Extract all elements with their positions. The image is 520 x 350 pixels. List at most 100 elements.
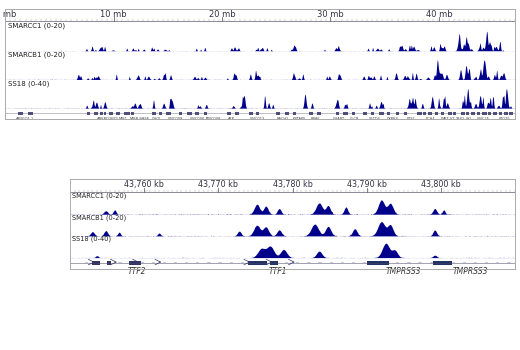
Text: 10 mb: 10 mb — [100, 10, 127, 19]
Bar — [504, 112, 508, 115]
Bar — [404, 112, 408, 115]
Bar — [285, 112, 289, 115]
Bar — [428, 112, 433, 115]
Text: SETD4: SETD4 — [369, 117, 380, 121]
Bar — [363, 112, 367, 115]
Text: LINC25: LINC25 — [477, 117, 490, 121]
Text: 43,780 kb: 43,780 kb — [272, 180, 313, 189]
Text: SMARCC1 (0-20): SMARCC1 (0-20) — [72, 193, 127, 199]
Bar — [187, 112, 192, 115]
Bar — [270, 261, 278, 265]
Text: TTF1: TTF1 — [268, 267, 287, 276]
Bar — [227, 112, 231, 115]
Text: TMPRSS3: TMPRSS3 — [452, 267, 488, 276]
Bar — [482, 112, 487, 115]
Bar — [336, 112, 339, 115]
Text: PTG25: PTG25 — [499, 117, 510, 121]
Text: 43,770 kb: 43,770 kb — [199, 180, 238, 189]
Bar — [493, 112, 498, 115]
Text: SMARCB1 (0-20): SMARCB1 (0-20) — [72, 214, 127, 221]
Text: LINC013: LINC013 — [249, 117, 264, 121]
Text: TBX1: TBX1 — [455, 117, 464, 121]
Text: PCH4: PCH4 — [426, 117, 436, 121]
Text: CHOL: CHOL — [151, 117, 162, 121]
Bar — [94, 112, 98, 115]
Text: 40 mb: 40 mb — [425, 10, 452, 19]
Bar — [28, 112, 33, 115]
Text: SS18 (0-40): SS18 (0-40) — [72, 236, 112, 243]
Bar — [18, 112, 22, 115]
Text: ETS1: ETS1 — [406, 117, 415, 121]
Text: CHART: CHART — [333, 117, 345, 121]
Bar — [510, 112, 513, 115]
Text: TTF2: TTF2 — [127, 267, 146, 276]
Bar — [466, 112, 469, 115]
Bar — [472, 112, 475, 115]
Bar — [417, 112, 422, 115]
Text: BACH1: BACH1 — [276, 117, 289, 121]
Bar — [99, 112, 103, 115]
Bar — [249, 112, 253, 115]
Text: AFP: AFP — [227, 117, 234, 121]
Bar — [318, 112, 321, 115]
Bar — [367, 261, 389, 265]
Bar — [499, 112, 502, 115]
Bar — [477, 112, 480, 115]
Text: WRZ-ST: WRZ-ST — [441, 117, 456, 121]
Text: 30 mb: 30 mb — [317, 10, 344, 19]
Text: KRTAP5: KRTAP5 — [293, 117, 306, 121]
Text: SMARCC1 (0-20): SMARCC1 (0-20) — [8, 23, 65, 29]
Text: SMARCB1 (0-20): SMARCB1 (0-20) — [8, 51, 65, 58]
Bar — [396, 112, 399, 115]
Bar — [256, 112, 259, 115]
Bar — [235, 112, 239, 115]
Text: TMPRSS3: TMPRSS3 — [386, 267, 421, 276]
Bar — [151, 112, 156, 115]
Bar — [93, 261, 100, 265]
Bar — [166, 112, 171, 115]
Text: DYRK4: DYRK4 — [387, 117, 399, 121]
Bar — [195, 112, 199, 115]
Text: LINC008: LINC008 — [206, 117, 221, 121]
Bar — [309, 112, 313, 115]
Bar — [116, 112, 120, 115]
Text: 20 mb: 20 mb — [209, 10, 236, 19]
Bar — [104, 112, 106, 115]
Bar — [276, 112, 280, 115]
Bar — [131, 112, 134, 115]
Text: BRAF: BRAF — [311, 117, 320, 121]
Bar — [129, 261, 140, 265]
Bar — [441, 112, 444, 115]
Bar — [124, 112, 130, 115]
Text: SS18 (0-40): SS18 (0-40) — [8, 80, 49, 87]
Bar — [109, 112, 113, 115]
Bar — [344, 112, 348, 115]
Text: 43,790 kb: 43,790 kb — [347, 180, 386, 189]
Text: CLCR: CLCR — [350, 117, 359, 121]
Text: MIR1: MIR1 — [119, 117, 128, 121]
Text: 43,760 kb: 43,760 kb — [124, 180, 164, 189]
Bar — [179, 112, 182, 115]
Text: ANKRD26P2: ANKRD26P2 — [97, 117, 119, 121]
Bar — [423, 112, 426, 115]
Text: LINC008: LINC008 — [168, 117, 183, 121]
Bar — [461, 112, 465, 115]
Bar — [387, 112, 390, 115]
Bar — [107, 261, 111, 265]
Text: 0 mb: 0 mb — [0, 10, 16, 19]
Bar — [86, 112, 90, 115]
Bar — [352, 112, 355, 115]
Bar — [204, 112, 207, 115]
Bar — [371, 112, 374, 115]
Text: SKI: SKI — [466, 117, 472, 121]
Bar — [433, 261, 452, 265]
Text: LINC006-7: LINC006-7 — [189, 117, 209, 121]
Text: MIRB-BASE: MIRB-BASE — [130, 117, 150, 121]
Bar — [248, 261, 267, 265]
Bar — [435, 112, 438, 115]
Bar — [453, 112, 456, 115]
Bar — [159, 112, 162, 115]
Bar — [379, 112, 384, 115]
Text: AMIGO1-1: AMIGO1-1 — [16, 117, 34, 121]
Text: 43,800 kb: 43,800 kb — [421, 180, 461, 189]
